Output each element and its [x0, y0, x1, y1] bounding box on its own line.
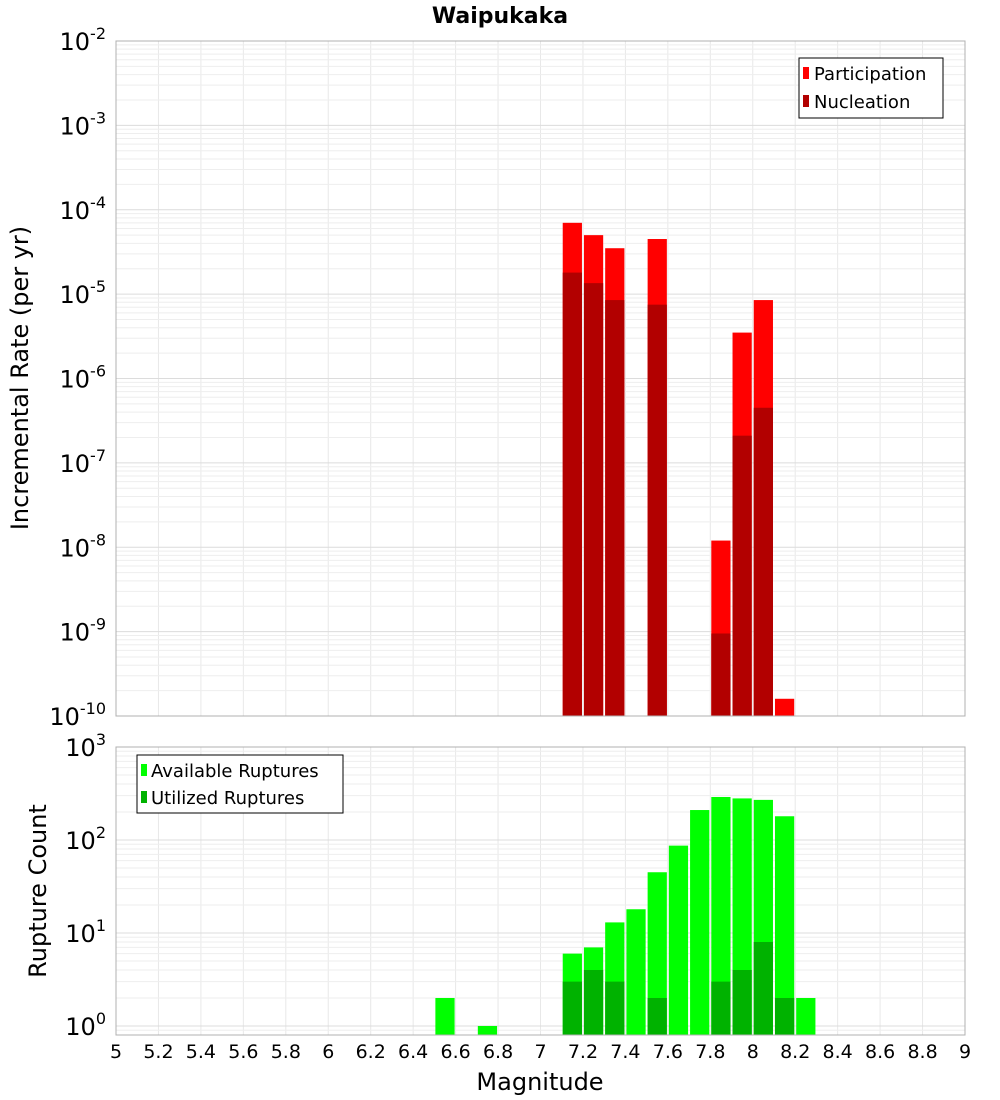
utilized-ruptures-bar [732, 969, 752, 1035]
participation-legend-label: Participation [814, 64, 926, 85]
nucleation-legend-swatch [803, 95, 809, 107]
utilized-ruptures-bar [647, 997, 667, 1035]
x-tick-label: 5.8 [271, 1041, 301, 1063]
top-plot-frame [115, 40, 966, 717]
x-tick-label: 7.4 [610, 1041, 640, 1063]
available-ruptures-bar [774, 816, 795, 1035]
top-y-tick-label: 10-10 [49, 699, 106, 731]
x-tick-label: 8 [747, 1041, 759, 1063]
x-tick-label: 8.2 [780, 1041, 810, 1063]
chart-title: Waipukaka [432, 4, 568, 29]
top-grid [115, 41, 966, 717]
bottom-legend-box [136, 754, 344, 814]
incremental-rate-panel: 10-10 10-9 10-8 10-7 10-6 10-5 10-4 10-3 10-2 In… [6, 24, 966, 731]
nucleation-bar [753, 407, 773, 716]
bottom-y-tick-label: 100 [65, 1009, 106, 1041]
x-tick-label: 7 [534, 1041, 546, 1063]
top-y-tick-label: 10-9 [60, 615, 107, 647]
nucleation-legend-label: Nucleation [814, 92, 910, 113]
bottom-y-axis-label: Rupture Count [24, 804, 52, 978]
top-y-tick-label: 10-8 [60, 530, 107, 562]
top-y-tick-label: 10-2 [60, 24, 107, 56]
bottom-y-tick-label: 101 [65, 916, 106, 948]
top-bars [562, 222, 795, 717]
x-tick-label: 8.6 [865, 1041, 895, 1063]
utilized-ruptures-bar [753, 942, 773, 1035]
utilized-ruptures-bar [711, 981, 731, 1035]
x-tick-label: 6.6 [440, 1041, 470, 1063]
x-axis-label: Magnitude [476, 1068, 603, 1096]
top-y-axis-label: Incremental Rate (per yr) [6, 226, 34, 530]
nucleation-bar [647, 304, 667, 716]
x-tick-label: 5.2 [143, 1041, 173, 1063]
x-tick-label: 6 [322, 1041, 334, 1063]
top-y-tick-label: 10-4 [60, 193, 107, 225]
x-tick-label: 7.2 [568, 1041, 598, 1063]
x-tick-label: 8.8 [907, 1041, 937, 1063]
participation-legend-swatch [803, 67, 809, 79]
top-y-tick-label: 10-7 [60, 446, 107, 478]
x-tick-label: 5.6 [228, 1041, 258, 1063]
bottom-y-tick-label: 103 [65, 730, 106, 762]
x-tick-label: 7.8 [695, 1041, 725, 1063]
x-tick-labels: 5 5.2 5.4 5.6 5.8 6 6.2 6.4 6.6 6.8 7 7.2 7.4 7.6 7.8 8… [110, 1041, 971, 1063]
rupture-count-panel: 100 101 102 103 5 5.2 5.4 5.6 5.8 6 6.2 6.4 6.6 6.8 7… [24, 730, 971, 1096]
available-ruptures-bar [626, 909, 646, 1035]
utilized-ruptures-bar [562, 981, 582, 1035]
nucleation-bar [562, 272, 582, 716]
available-ruptures-legend-label: Available Ruptures [151, 761, 319, 782]
utilized-ruptures-bar [583, 969, 604, 1035]
x-tick-label: 5 [110, 1041, 122, 1063]
top-y-tick-label: 10-5 [60, 277, 107, 309]
top-y-tick-labels: 10-10 10-9 10-8 10-7 10-6 10-5 10-4 10-3 10-2 [49, 24, 106, 731]
x-tick-label: 6.8 [483, 1041, 513, 1063]
x-tick-label: 6.2 [356, 1041, 386, 1063]
nucleation-bar [711, 633, 731, 716]
utilized-ruptures-legend-label: Utilized Ruptures [151, 788, 304, 809]
nucleation-bar [605, 300, 625, 716]
available-ruptures-bar [796, 997, 816, 1035]
top-y-tick-label: 10-3 [60, 108, 107, 140]
x-tick-label: 5.4 [186, 1041, 216, 1063]
top-legend: Participation Nucleation [798, 57, 944, 119]
available-ruptures-bar [647, 872, 667, 1035]
top-legend-box [798, 57, 944, 119]
top-y-tick-label: 10-6 [60, 362, 107, 394]
bottom-plot-frame [115, 746, 966, 1036]
bottom-y-tick-labels: 100 101 102 103 [65, 730, 106, 1041]
x-tick-label: 7.6 [653, 1041, 683, 1063]
bottom-legend: Available Ruptures Utilized Ruptures [136, 754, 344, 814]
bottom-bars [435, 796, 816, 1035]
available-ruptures-bar [435, 997, 455, 1035]
available-ruptures-bar [668, 845, 689, 1035]
utilized-ruptures-legend-swatch [141, 791, 147, 803]
available-ruptures-bar [690, 810, 710, 1035]
x-tick-label: 9 [959, 1041, 971, 1063]
x-tick-label: 6.4 [398, 1041, 428, 1063]
available-ruptures-bar [711, 796, 731, 1035]
available-ruptures-bar [477, 1025, 498, 1035]
x-tick-label: 8.4 [823, 1041, 853, 1063]
nucleation-bar [732, 435, 752, 716]
nucleation-bar [583, 283, 604, 716]
participation-bar [774, 698, 795, 716]
utilized-ruptures-bar [605, 981, 625, 1035]
bottom-y-tick-label: 102 [65, 823, 106, 855]
available-ruptures-legend-swatch [141, 764, 147, 776]
utilized-ruptures-bar [774, 997, 795, 1035]
